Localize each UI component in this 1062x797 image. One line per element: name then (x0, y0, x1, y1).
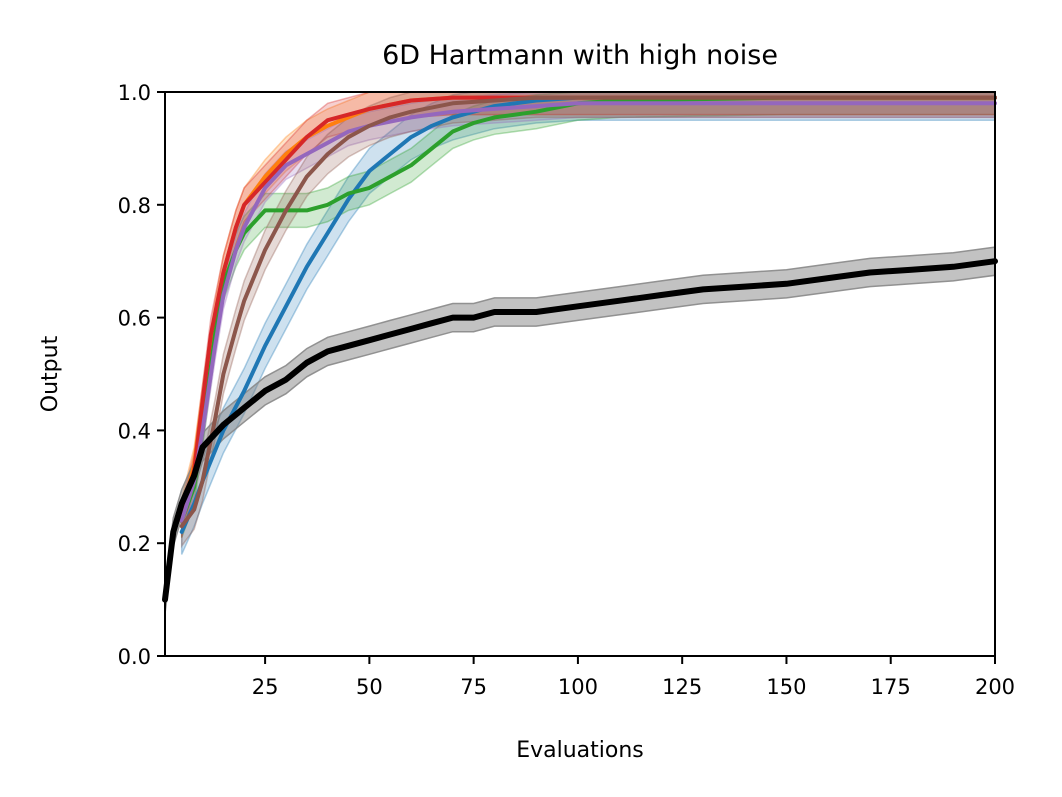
series-6-line (179, 101, 997, 523)
y-tick-label: 1.0 (118, 81, 151, 105)
confidence-bands (164, 91, 996, 614)
x-tick-label: 125 (662, 675, 702, 699)
series-lines (162, 95, 998, 603)
x-tick-label: 50 (356, 675, 383, 699)
x-tick-label: 200 (975, 675, 1015, 699)
axis-ticks: 25 50 75 100 125 150 175 200 0.0 0.2 0.4 0.6 0.8 1.0 (118, 81, 1015, 699)
x-tick-label: 25 (252, 675, 279, 699)
y-tick-label: 0.0 (118, 645, 151, 669)
y-tick-label: 0.6 (118, 307, 151, 331)
x-tick-label: 75 (460, 675, 487, 699)
series-4-line (179, 95, 997, 523)
series-1-line (162, 258, 998, 603)
y-tick-label: 0.4 (118, 419, 151, 443)
x-tick-label: 100 (558, 675, 598, 699)
y-axis-label: Output (38, 335, 63, 412)
chart-title: 6D Hartmann with high noise (382, 40, 778, 71)
series-7-line (179, 95, 997, 529)
x-tick-label: 150 (766, 675, 806, 699)
x-tick-label: 175 (871, 675, 911, 699)
y-tick-label: 0.8 (118, 194, 151, 218)
plot-frame (164, 91, 996, 657)
y-tick-label: 0.2 (118, 532, 151, 556)
x-axis-label: Evaluations (516, 738, 644, 763)
